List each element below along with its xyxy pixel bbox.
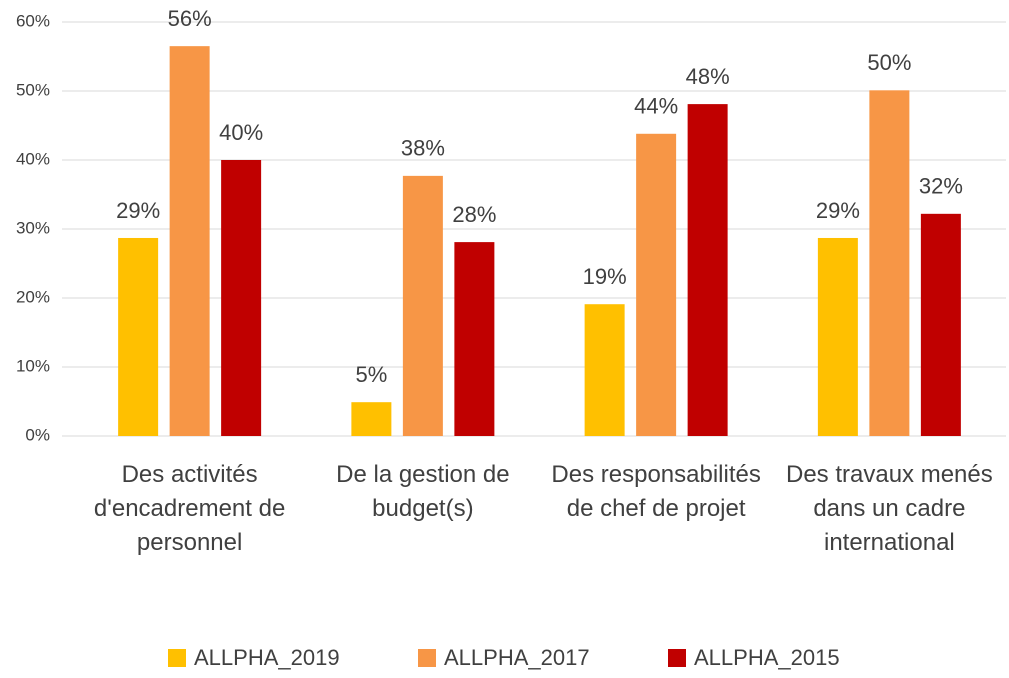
- x-tick-label: De la gestion de budget(s): [336, 461, 510, 522]
- value-label: 50%: [867, 50, 911, 75]
- bar: [869, 90, 910, 436]
- bar: [817, 237, 858, 436]
- y-tick-label: 50%: [16, 80, 50, 99]
- legend-swatch: [668, 649, 686, 667]
- x-tick-label: Des responsabilités de chef de projet: [551, 461, 761, 522]
- legend-label: ALLPHA_2019: [194, 645, 340, 670]
- value-label: 44%: [634, 94, 678, 119]
- value-label: 19%: [583, 264, 627, 289]
- y-tick-label: 10%: [16, 356, 50, 375]
- y-tick-label: 60%: [16, 11, 50, 30]
- value-label: 5%: [355, 362, 387, 387]
- bar: [221, 160, 262, 436]
- bar: [118, 237, 159, 436]
- value-label: 29%: [116, 198, 160, 223]
- y-tick-label: 30%: [16, 218, 50, 237]
- value-label: 48%: [686, 64, 730, 89]
- y-tick-label: 40%: [16, 149, 50, 168]
- legend-swatch: [168, 649, 186, 667]
- legend-label: ALLPHA_2017: [444, 645, 590, 670]
- bar: [169, 46, 210, 437]
- bar: [351, 402, 392, 436]
- value-label: 56%: [168, 6, 212, 31]
- y-tick-label: 0%: [25, 425, 50, 444]
- bar: [920, 213, 961, 436]
- x-tick-label: Des activités d'encadrement de personnel: [93, 461, 286, 556]
- value-label: 40%: [219, 120, 263, 145]
- bar: [402, 175, 443, 436]
- legend-label: ALLPHA_2015: [694, 645, 840, 670]
- bar: [584, 304, 625, 436]
- x-tick-label: Des travaux menés dans un cadre internat…: [785, 461, 993, 556]
- value-label: 32%: [919, 174, 963, 199]
- value-label: 29%: [816, 198, 860, 223]
- y-tick-label: 20%: [16, 287, 50, 306]
- value-label: 28%: [452, 202, 496, 227]
- value-label: 38%: [401, 136, 445, 161]
- bar: [454, 242, 495, 436]
- bar: [687, 104, 728, 437]
- legend-swatch: [418, 649, 436, 667]
- bar: [636, 133, 677, 436]
